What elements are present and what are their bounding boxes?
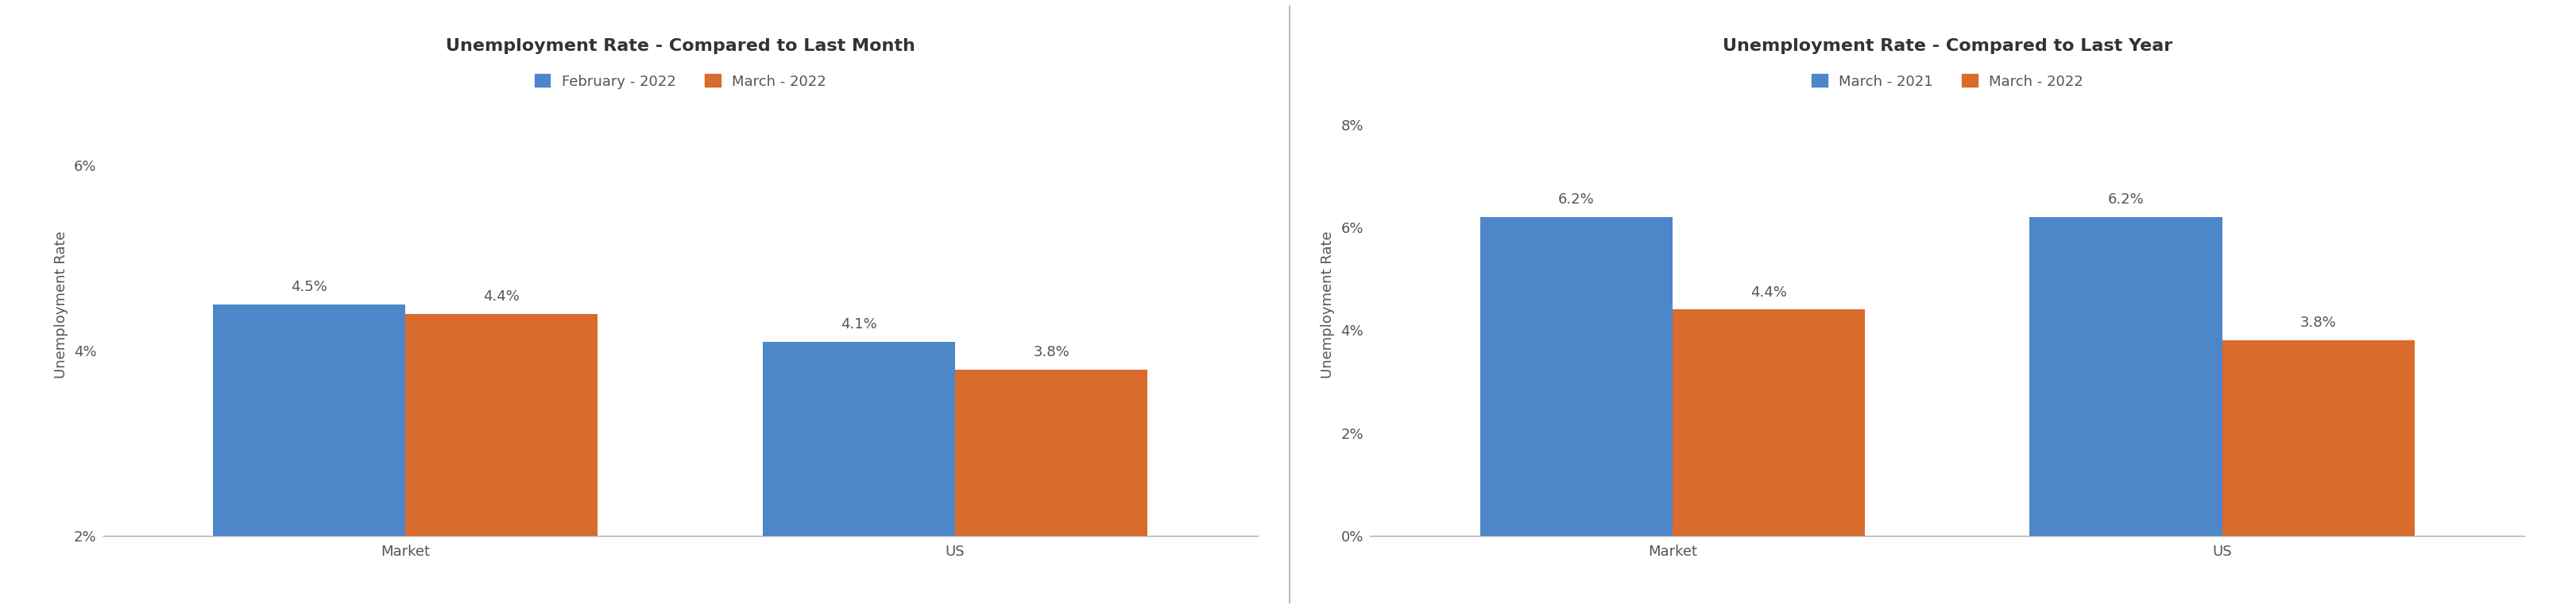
Text: 4.4%: 4.4%	[484, 289, 520, 303]
Text: 4.1%: 4.1%	[840, 317, 876, 331]
Bar	[2030, 217, 2223, 536]
Text: 6.2%: 6.2%	[2107, 192, 2143, 207]
Bar	[404, 314, 598, 536]
Legend: February - 2022, March - 2022: February - 2022, March - 2022	[528, 68, 832, 94]
Legend: March - 2021, March - 2022: March - 2021, March - 2022	[1806, 68, 2089, 94]
Bar	[1481, 217, 1672, 536]
Bar	[762, 342, 956, 536]
Title: Unemployment Rate - Compared to Last Year: Unemployment Rate - Compared to Last Yea…	[1723, 38, 2172, 54]
Bar	[214, 304, 404, 536]
Text: 3.8%: 3.8%	[1033, 345, 1069, 359]
Title: Unemployment Rate - Compared to Last Month: Unemployment Rate - Compared to Last Mon…	[446, 38, 914, 54]
Text: 4.4%: 4.4%	[1749, 285, 1788, 300]
Bar	[1672, 309, 1865, 536]
Text: 6.2%: 6.2%	[1558, 192, 1595, 207]
Text: 4.5%: 4.5%	[291, 280, 327, 294]
Bar	[956, 369, 1146, 536]
Y-axis label: Unemployment Rate: Unemployment Rate	[1321, 231, 1334, 378]
Text: 3.8%: 3.8%	[2300, 316, 2336, 330]
Y-axis label: Unemployment Rate: Unemployment Rate	[54, 231, 67, 378]
Bar	[2223, 340, 2414, 536]
